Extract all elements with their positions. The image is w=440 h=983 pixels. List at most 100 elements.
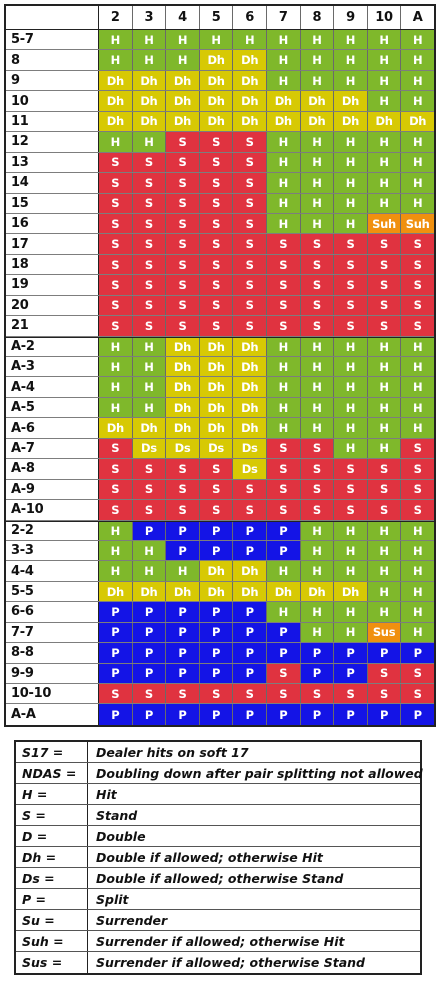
dealer-card-header: 7 (266, 6, 301, 29)
player-hand-label: 20 (6, 295, 99, 316)
action-cell: H (300, 337, 335, 356)
action-cell: S (334, 295, 368, 316)
action-cell: H (401, 357, 434, 377)
action-cell: H (99, 337, 133, 356)
action-cell: Dh (132, 70, 167, 91)
action-cell: H (367, 521, 402, 540)
action-cell: S (401, 254, 434, 275)
legend-description: Double if allowed; otherwise Hit (96, 849, 323, 865)
action-cell: H (266, 397, 301, 418)
action-cell: H (401, 561, 434, 581)
action-cell: H (334, 357, 368, 377)
chart-row: A-5 H H Dh Dh Dh H H H H H (6, 397, 434, 419)
action-cell: P (233, 602, 267, 622)
player-hand-label: 8-8 (6, 643, 99, 663)
action-cell: S (334, 254, 368, 275)
action-cell: H (401, 193, 434, 213)
dealer-card-header: 3 (132, 6, 167, 29)
action-cell: H (334, 173, 368, 193)
action-cell: S (300, 316, 335, 336)
action-cell: Sus (367, 622, 402, 643)
action-cell: Dh (199, 418, 234, 438)
action-cell: H (334, 30, 368, 50)
action-cell: Dh (233, 70, 267, 91)
action-cell: P (166, 521, 200, 540)
action-cell: S (132, 234, 167, 254)
player-hand-label: 10 (6, 91, 99, 111)
action-cell: Dh (199, 377, 234, 397)
action-cell: S (300, 234, 335, 254)
action-cell: H (266, 173, 301, 193)
player-hand-label: 7-7 (6, 622, 99, 643)
action-cell: S (334, 479, 368, 500)
action-cell: P (266, 704, 301, 725)
action-cell: H (300, 418, 335, 438)
action-cell: S (266, 684, 301, 704)
action-cell: P (166, 602, 200, 622)
action-cell: S (300, 275, 335, 295)
legend-table: S17 = Dealer hits on soft 17 NDAS = Doublin… (14, 740, 423, 975)
player-hand-label: 9 (6, 70, 99, 91)
legend-row: S17 = Dealer hits on soft 17 (16, 742, 420, 763)
action-cell: Ds (132, 438, 167, 459)
action-cell: H (99, 540, 133, 561)
action-cell: S (401, 479, 434, 500)
action-cell: H (300, 173, 335, 193)
action-cell: H (367, 397, 402, 418)
action-cell: Dh (367, 111, 402, 132)
action-cell: S (99, 213, 133, 234)
action-cell: S (367, 663, 402, 683)
action-cell: S (199, 173, 234, 193)
action-cell: Dh (132, 418, 167, 438)
legend-key: P = (16, 889, 88, 909)
action-cell: Dh (266, 581, 301, 602)
action-cell: Ds (199, 438, 234, 459)
action-cell: S (401, 275, 434, 295)
action-cell: H (334, 193, 368, 213)
action-cell: Dh (266, 91, 301, 111)
action-cell: S (199, 152, 234, 173)
action-cell: S (199, 193, 234, 213)
action-cell: Dh (199, 581, 234, 602)
player-hand-label: 14 (6, 173, 99, 193)
action-cell: S (132, 500, 167, 520)
action-cell: H (300, 602, 335, 622)
legend-key: Suh = (16, 931, 88, 951)
action-cell: S (401, 684, 434, 704)
action-cell: S (199, 254, 234, 275)
player-hand-label: 6-6 (6, 602, 99, 622)
action-cell: Dh (199, 337, 234, 356)
action-cell: S (367, 254, 402, 275)
action-cell: H (367, 377, 402, 397)
player-hand-label: 5-5 (6, 581, 99, 602)
action-cell: H (334, 561, 368, 581)
player-hand-label: 13 (6, 152, 99, 173)
action-cell: S (300, 438, 335, 459)
action-cell: S (132, 684, 167, 704)
action-cell: Dh (199, 561, 234, 581)
action-cell: S (166, 479, 200, 500)
action-cell: Dh (132, 111, 167, 132)
action-cell: H (99, 30, 133, 50)
chart-row: 10-10 S S S S S S S S S S (6, 684, 434, 705)
action-cell: S (99, 173, 133, 193)
action-cell: S (266, 459, 301, 479)
dealer-card-header: 10 (367, 6, 402, 29)
action-cell: H (99, 397, 133, 418)
action-cell: S (132, 479, 167, 500)
corner-cell (6, 6, 99, 29)
action-cell: H (300, 397, 335, 418)
action-cell: S (99, 234, 133, 254)
action-cell: P (266, 521, 301, 540)
action-cell: H (334, 50, 368, 70)
legend-key: S17 = (16, 742, 88, 762)
legend-row: Sus = Surrender if allowed; otherwise Sta… (16, 952, 420, 973)
action-cell: Dh (132, 91, 167, 111)
chart-row: A-9 S S S S S S S S S S (6, 479, 434, 501)
player-hand-label: A-4 (6, 377, 99, 397)
action-cell: Dh (300, 581, 335, 602)
action-cell: S (132, 295, 167, 316)
action-cell: H (367, 418, 402, 438)
action-cell: S (99, 316, 133, 336)
legend-key: Su = (16, 910, 88, 930)
